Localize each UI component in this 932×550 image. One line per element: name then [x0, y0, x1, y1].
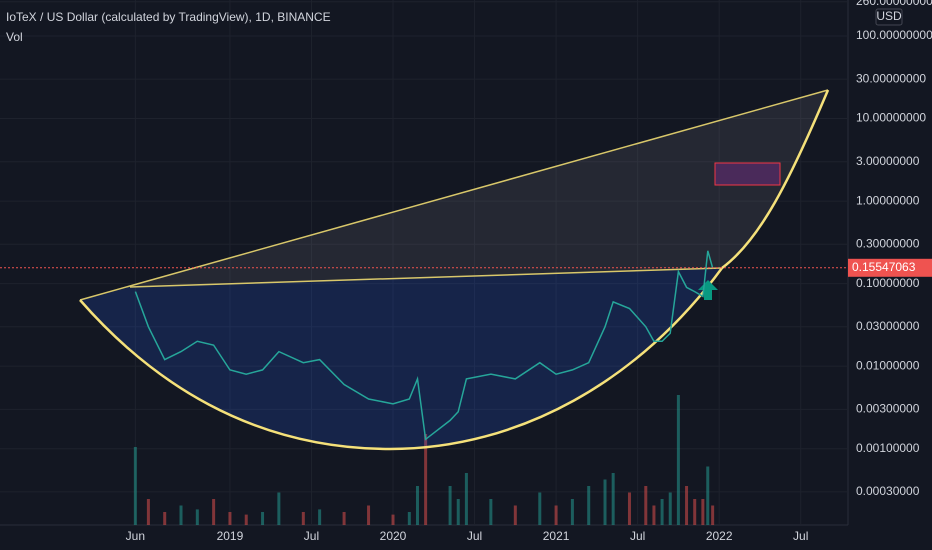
- volume-bar: [489, 499, 493, 525]
- x-tick-label: 2022: [706, 529, 733, 543]
- volume-bar: [415, 486, 419, 525]
- volume-bar: [277, 492, 281, 525]
- y-tick-label: 0.03000000: [856, 319, 920, 333]
- volume-bar: [627, 492, 631, 525]
- x-tick-label: 2019: [217, 529, 244, 543]
- volume-bar: [261, 512, 265, 525]
- x-tick-label: Jul: [304, 529, 319, 543]
- volume-bar: [228, 512, 232, 525]
- volume-bar: [301, 512, 305, 525]
- y-tick-label: 100.00000000: [856, 28, 932, 42]
- volume-bar: [706, 466, 710, 525]
- chart-title: IoTeX / US Dollar (calculated by Trading…: [6, 10, 331, 24]
- volume-bar: [179, 505, 183, 525]
- y-tick-label: 0.00100000: [856, 441, 920, 455]
- volume-bar: [456, 499, 460, 525]
- cup-fill: [80, 268, 722, 449]
- volume-bar: [464, 473, 468, 525]
- volume-bar: [133, 447, 137, 525]
- y-tick-label: 3.00000000: [856, 154, 920, 168]
- y-tick-label: 260.00000000: [856, 0, 932, 8]
- y-tick-label: 0.01000000: [856, 358, 920, 372]
- currency: USD: [876, 9, 902, 23]
- volume-bar: [244, 514, 248, 525]
- volume-bar: [391, 514, 395, 525]
- y-tick-label: 0.00030000: [856, 484, 920, 498]
- volume-bar: [212, 499, 216, 525]
- volume-bar: [448, 486, 452, 525]
- y-tick-label: 0.00300000: [856, 401, 920, 415]
- grid: [0, 0, 848, 525]
- volume-bar: [367, 505, 371, 525]
- upper-trendline: [79, 89, 829, 301]
- volume-bar: [668, 492, 672, 525]
- volume-bar: [318, 509, 322, 525]
- volume-bar: [587, 486, 591, 525]
- volume-pane: [133, 395, 715, 525]
- y-tick-label: 0.30000000: [856, 236, 920, 250]
- volume-bar: [570, 499, 574, 525]
- volume-bar: [644, 486, 648, 525]
- volume-bar: [538, 492, 542, 525]
- last-price-box: [848, 258, 932, 277]
- price-line: [134, 250, 714, 441]
- volume-bar: [195, 509, 199, 525]
- x-tick-label: Jun: [126, 529, 145, 543]
- currency-box: [875, 8, 903, 26]
- volume-bar: [603, 479, 607, 525]
- volume-bar: [676, 395, 680, 525]
- volume-bar: [407, 512, 411, 525]
- volume-bar: [652, 505, 656, 525]
- volume-bar: [163, 512, 167, 525]
- y-tick-label: 10.00000000: [856, 111, 926, 125]
- cup-curve: [79, 89, 830, 451]
- plot: [0, 250, 848, 441]
- volume-label: Vol: [6, 30, 23, 44]
- volume-bar: [685, 486, 689, 525]
- volume-bar: [342, 512, 346, 525]
- x-tick-label: Jul: [467, 529, 482, 543]
- arrow-up: [698, 280, 718, 300]
- volume-bar: [513, 505, 517, 525]
- y-tick-label: 0.10000000: [856, 276, 920, 290]
- y-tick-label: 30.00000000: [856, 71, 926, 85]
- volume-bar: [424, 434, 428, 525]
- volume-bar: [611, 473, 615, 525]
- volume-bar: [701, 499, 705, 525]
- volume-bar: [146, 499, 150, 525]
- last-price-label: 0.15547063: [852, 260, 916, 274]
- x-tick-label: Jul: [630, 529, 645, 543]
- y-tick-label: 1.00000000: [856, 193, 920, 207]
- volume-bar: [711, 505, 715, 525]
- x-tick-label: Jul: [793, 529, 808, 543]
- volume-bar: [660, 499, 664, 525]
- x-tick-label: 2020: [380, 529, 407, 543]
- volume-bar: [554, 505, 558, 525]
- volume-bar: [693, 499, 697, 525]
- target-box: [714, 162, 781, 186]
- x-tick-label: 2021: [543, 529, 570, 543]
- rim-line: [129, 267, 723, 288]
